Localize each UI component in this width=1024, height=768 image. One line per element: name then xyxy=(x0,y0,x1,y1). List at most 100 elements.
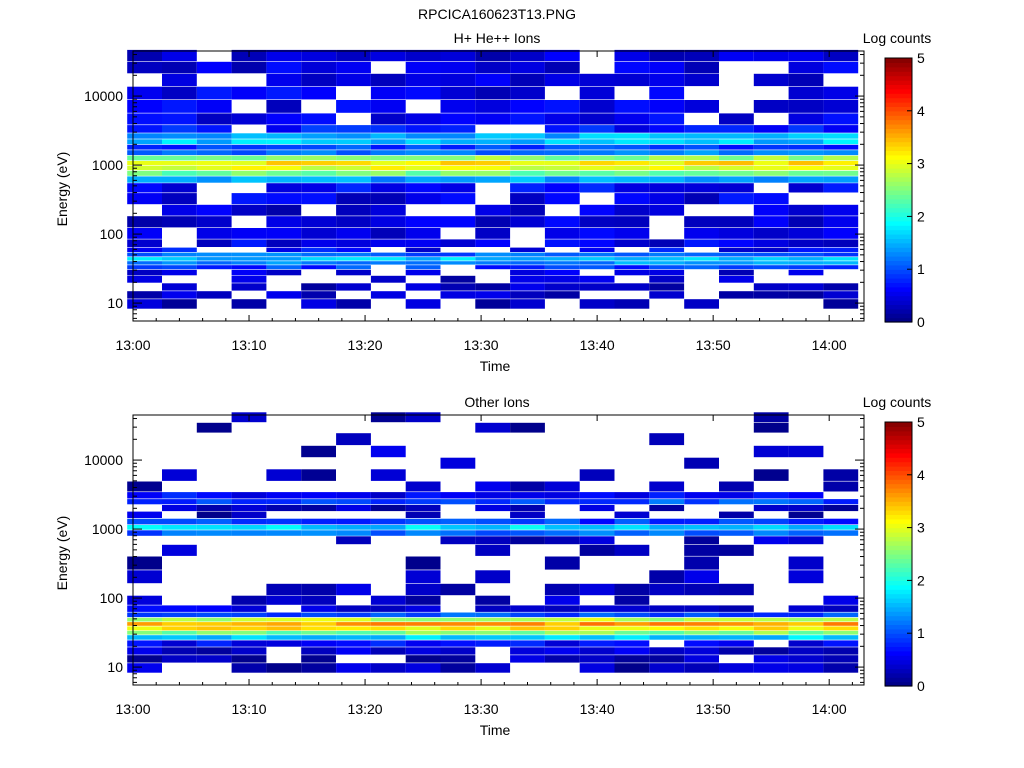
y-axis-label: Energy (eV) xyxy=(54,152,70,227)
heatmap-cell xyxy=(196,511,232,518)
heatmap-cell xyxy=(614,492,650,499)
colorbar-swatch xyxy=(885,492,912,498)
heatmap-cell xyxy=(823,518,859,525)
heatmap-cell xyxy=(370,492,406,499)
colorbar-swatch xyxy=(885,181,912,187)
heatmap-cell xyxy=(127,239,162,247)
colorbar-swatch xyxy=(885,132,912,138)
heatmap-cell xyxy=(823,605,859,612)
colorbar-swatch xyxy=(885,124,912,129)
heatmap-cell xyxy=(301,150,336,156)
colorbar-swatch xyxy=(885,269,912,275)
colorbar-swatch xyxy=(885,620,912,625)
heatmap-cell xyxy=(579,86,615,100)
heatmap-cell xyxy=(301,176,336,183)
heatmap-cell xyxy=(162,193,197,205)
heatmap-cell xyxy=(510,536,545,545)
heatmap-cell xyxy=(336,144,371,150)
heatmap-cell xyxy=(510,605,545,612)
colorbar-swatch xyxy=(885,584,912,590)
heatmap-cell xyxy=(544,133,580,139)
colorbar-swatch xyxy=(885,146,912,151)
heatmap-cell xyxy=(440,133,476,139)
heatmap-cell xyxy=(162,161,197,166)
heatmap-cell xyxy=(614,257,650,261)
colorbar-swatch xyxy=(885,439,912,445)
heatmap-cell xyxy=(510,252,545,257)
heatmap-cell xyxy=(788,265,824,270)
heatmap-cell xyxy=(510,283,545,291)
colorbar-swatch xyxy=(885,260,912,266)
heatmap-cell xyxy=(231,499,267,505)
heatmap-cell xyxy=(719,269,754,276)
heatmap-cell xyxy=(336,530,371,536)
heatmap-cell xyxy=(684,617,719,622)
heatmap-cell xyxy=(475,73,511,87)
heatmap-cell xyxy=(684,525,719,530)
heatmap-cell xyxy=(266,139,302,145)
heatmap-cell xyxy=(475,640,511,647)
colorbar-swatch xyxy=(885,624,912,630)
heatmap-cell xyxy=(753,155,789,161)
heatmap-cell xyxy=(440,165,476,171)
heatmap-cell xyxy=(336,622,371,626)
heatmap-cell xyxy=(440,525,476,530)
heatmap-cell xyxy=(231,663,267,673)
heatmap-cell xyxy=(753,125,789,133)
heatmap-cell xyxy=(823,216,859,228)
heatmap-cell xyxy=(162,544,197,556)
heatmap-cell xyxy=(510,150,545,156)
heatmap-cell xyxy=(823,161,859,166)
x-tick-label: 13:00 xyxy=(115,337,150,353)
heatmap-cell xyxy=(719,261,754,265)
heatmap-cell xyxy=(196,257,232,261)
heatmap-cell xyxy=(266,49,302,62)
heatmap-cell xyxy=(405,155,441,161)
colorbar-swatch xyxy=(885,141,912,147)
x-tick-label: 14:00 xyxy=(812,337,847,353)
colorbar-swatch xyxy=(885,304,912,310)
heatmap-cell xyxy=(614,617,650,622)
heatmap-cell xyxy=(753,193,789,205)
heatmap-cell xyxy=(544,617,580,622)
heatmap-cell xyxy=(405,170,441,176)
colorbar: 0 1 2 3 4 5 xyxy=(884,50,925,330)
heatmap-cell xyxy=(475,86,511,100)
heatmap-cell xyxy=(196,492,232,499)
heatmap-cell xyxy=(440,655,476,663)
heatmap-cell xyxy=(301,595,336,605)
heatmap-cell xyxy=(405,556,441,570)
heatmap-cell xyxy=(823,663,859,673)
heatmap-cell xyxy=(440,73,476,87)
heatmap-cell xyxy=(649,165,685,171)
heatmap-cell xyxy=(649,265,685,270)
y-axis: 10 100 1000 10000 xyxy=(84,54,864,319)
heatmap-cell xyxy=(231,622,267,626)
heatmap-cell xyxy=(231,252,267,257)
heatmap-cell xyxy=(684,165,719,171)
heatmap-cell xyxy=(823,265,859,270)
heatmap-cell xyxy=(440,622,476,626)
heatmap-cell xyxy=(162,612,197,618)
heatmap-cell xyxy=(196,252,232,257)
heatmap-cell xyxy=(266,265,302,270)
heatmap-cell xyxy=(231,630,267,635)
heatmap-cell xyxy=(440,161,476,166)
heatmap-cell xyxy=(370,133,406,139)
heatmap-cell xyxy=(579,252,615,257)
heatmap-cell xyxy=(196,155,232,161)
heatmap-cell xyxy=(579,283,615,291)
heatmap-cell xyxy=(823,183,859,193)
heatmap-cell xyxy=(405,133,441,139)
heatmap-cell xyxy=(162,265,197,270)
heatmap-cell xyxy=(719,640,754,647)
heatmap-cell xyxy=(544,144,580,150)
heatmap-cell xyxy=(788,612,824,618)
heatmap-cell xyxy=(614,299,650,309)
y-tick-label: 100 xyxy=(100,590,124,606)
heatmap-cell xyxy=(823,61,859,74)
heatmap-cell xyxy=(162,647,197,655)
heatmap-cell xyxy=(266,630,302,635)
heatmap-cell xyxy=(753,170,789,176)
colorbar-swatch xyxy=(885,571,912,577)
